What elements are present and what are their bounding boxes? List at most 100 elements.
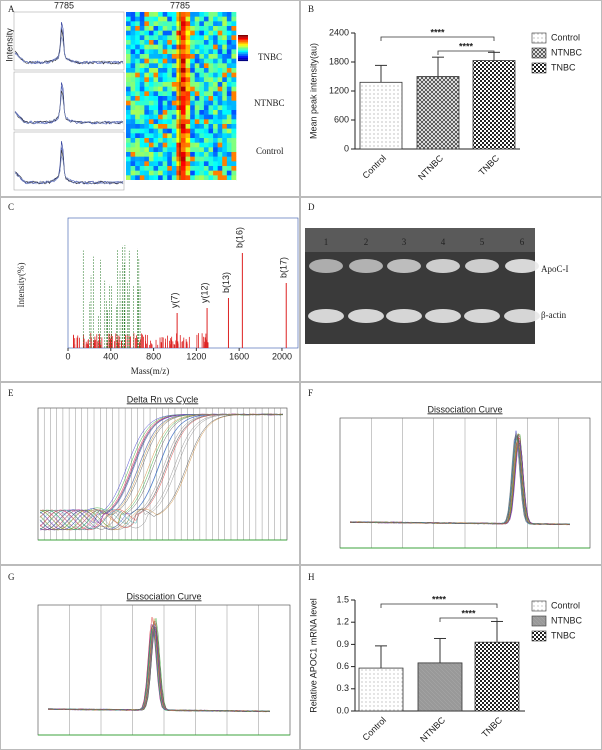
band-apoc1 <box>349 259 383 273</box>
colorbar-step <box>238 37 248 39</box>
heatmap-cell <box>171 147 177 153</box>
heatmap-cell <box>126 77 131 83</box>
heatmap-cell <box>226 166 232 171</box>
heatmap-cell <box>217 124 223 129</box>
heatmap-cell <box>226 58 232 64</box>
heatmap-cell <box>135 161 141 167</box>
heatmap-cell <box>217 156 223 162</box>
heatmap-cell <box>153 100 159 106</box>
heatmap-cell <box>208 40 214 45</box>
heatmap-cell <box>217 166 223 171</box>
lane-label: 1 <box>324 237 329 247</box>
heatmap-cell <box>130 40 136 45</box>
heatmap-cell <box>203 44 209 50</box>
heatmap-cell <box>194 152 200 157</box>
heatmap-cell <box>203 170 209 176</box>
heatmap-cell <box>171 72 177 78</box>
y-axis-label: Intensity <box>4 28 14 62</box>
heatmap-cell <box>126 170 131 176</box>
heatmap-cell <box>231 142 237 148</box>
heatmap-cell <box>199 86 205 92</box>
heatmap-cell <box>144 138 150 143</box>
heatmap-cell <box>231 138 237 143</box>
heatmap-cell <box>153 82 159 87</box>
heatmap-cell <box>181 105 186 111</box>
heatmap-cell <box>167 147 173 153</box>
heatmap-cell <box>213 147 218 153</box>
heatmap-cell <box>190 35 196 41</box>
heatmap-cell <box>153 170 159 176</box>
heatmap-cell <box>203 100 209 106</box>
heatmap-cell <box>148 40 154 45</box>
heatmap-cell <box>158 68 163 73</box>
heatmap-cell <box>162 114 168 120</box>
heatmap-cell <box>208 12 214 17</box>
heatmap-cell <box>130 119 136 125</box>
heatmap-cell <box>130 152 136 157</box>
heatmap-cell <box>126 63 131 69</box>
heatmap-cell <box>194 175 200 181</box>
heatmap-cell <box>135 12 141 17</box>
heatmap-cell <box>185 110 191 115</box>
heatmap-cell <box>158 105 163 111</box>
heatmap-cell <box>231 156 237 162</box>
legend-swatch <box>531 615 547 627</box>
heatmap-cell <box>194 30 200 36</box>
heatmap-cell <box>130 49 136 55</box>
heatmap-cell <box>139 114 145 120</box>
heatmap-cell <box>203 152 209 157</box>
heatmap-cell <box>217 161 223 167</box>
heatmap-cell <box>226 44 232 50</box>
colorbar-step <box>238 53 248 55</box>
heatmap-cell <box>185 68 191 73</box>
heatmap-cell <box>226 35 232 41</box>
heatmap-cell <box>217 142 223 148</box>
heatmap-cell <box>176 91 182 97</box>
heatmap-cell <box>217 86 223 92</box>
heatmap-cell <box>158 12 163 17</box>
heatmap-cell <box>148 30 154 36</box>
heatmap-cell <box>167 100 173 106</box>
heatmap-cell <box>176 156 182 162</box>
heatmap-cell <box>222 96 228 101</box>
heatmap-cell <box>194 133 200 139</box>
heatmap-cell <box>203 110 209 115</box>
heatmap-cell <box>217 91 223 97</box>
heatmap-cell <box>153 114 159 120</box>
heatmap-cell <box>126 152 131 157</box>
spectrum-trace <box>14 94 124 125</box>
heatmap-cell <box>171 175 177 181</box>
bar <box>417 662 463 712</box>
heatmap-cell <box>217 54 223 59</box>
heatmap-cell <box>203 156 209 162</box>
heatmap-cell <box>208 72 214 78</box>
heatmap-cell <box>185 100 191 106</box>
heatmap-cell <box>194 26 200 31</box>
heatmap-cell <box>222 12 228 17</box>
heatmap-cell <box>144 152 150 157</box>
y-tick-label: 600 <box>334 114 349 124</box>
heatmap-cell <box>217 30 223 36</box>
heatmap-cell <box>199 161 205 167</box>
heatmap-cell <box>171 44 177 50</box>
significance-label: **** <box>459 41 474 51</box>
heatmap-cell <box>135 58 141 64</box>
heatmap-cell <box>144 30 150 36</box>
heatmap-cell <box>199 147 205 153</box>
heatmap-cell <box>226 72 232 78</box>
heatmap-cell <box>185 35 191 41</box>
heatmap-cell <box>213 100 218 106</box>
heatmap-cell <box>185 96 191 101</box>
heatmap-cell <box>194 77 200 83</box>
heatmap-cell <box>190 133 196 139</box>
panel-label: F <box>308 388 313 398</box>
heatmap-cell <box>158 86 163 92</box>
heatmap-cell <box>176 114 182 120</box>
heatmap-cell <box>231 77 237 83</box>
heatmap-cell <box>162 82 168 87</box>
heatmap-cell <box>158 30 163 36</box>
heatmap-cell <box>181 119 186 125</box>
heatmap-cell <box>167 72 173 78</box>
heatmap-cell <box>148 105 154 111</box>
colorbar-step <box>238 49 248 51</box>
